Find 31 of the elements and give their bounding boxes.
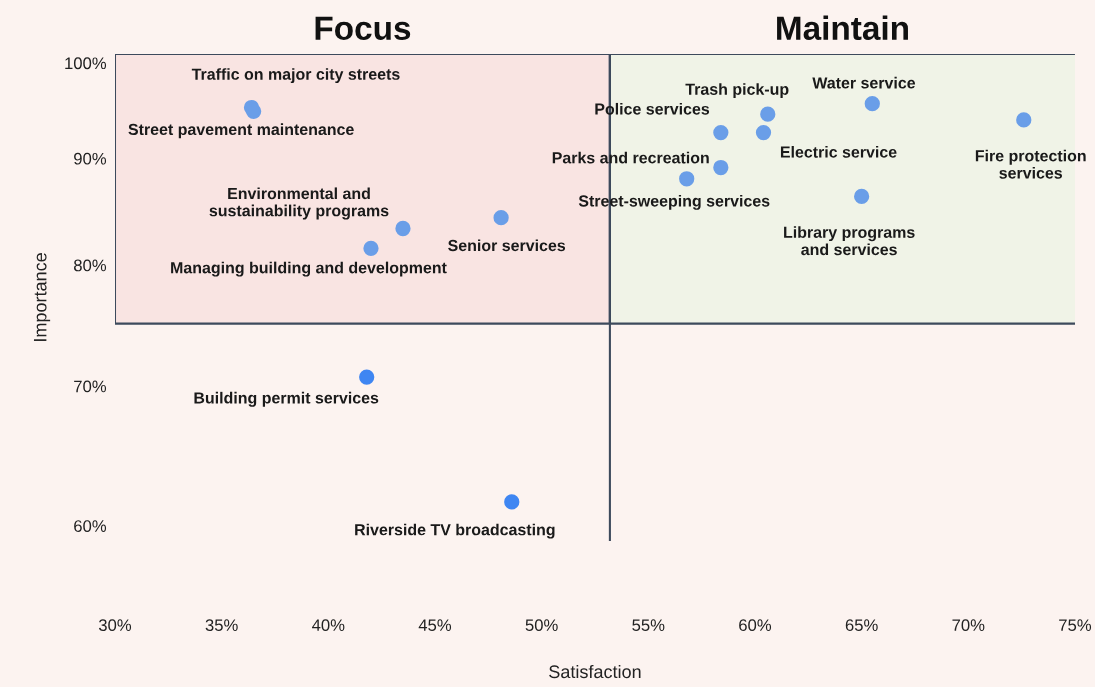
annotation: Street pavement maintenance: [128, 123, 354, 139]
annotation: Fire protection services: [975, 149, 1086, 179]
x-tick-label: 60%: [739, 619, 772, 632]
y-tick-label: 80%: [74, 259, 107, 272]
x-tick-label: 65%: [845, 619, 878, 632]
annotation: Senior services: [448, 239, 566, 252]
x-tick-label: 45%: [418, 619, 452, 632]
annotation: Environmental and sustainability programs: [209, 187, 389, 220]
y-tick-label: 100%: [65, 57, 107, 70]
y-axis-title: Importance: [33, 253, 51, 341]
x-tick-label: 70%: [952, 619, 985, 632]
x-tick-label: 75%: [1059, 619, 1092, 632]
annotation: Building permit services: [194, 391, 379, 407]
x-axis-title: Satisfaction: [549, 664, 641, 679]
annotation: Library programs and services: [784, 226, 915, 256]
annotation: Traffic on major city streets: [191, 68, 400, 84]
annotation: Managing building and development: [171, 261, 447, 277]
annotation: Electric service: [780, 145, 897, 158]
y-tick-label: 70%: [74, 380, 107, 393]
annotation: Water service: [812, 76, 916, 89]
y-tick-label: 60%: [74, 520, 107, 532]
x-tick-label: 55%: [632, 619, 665, 632]
annotation: Trash pick-up: [685, 83, 789, 99]
x-tick-label: 35%: [205, 619, 238, 632]
x-tick-label: 30%: [98, 619, 132, 632]
x-tick-label: 50%: [525, 619, 558, 632]
band-label: Maintain: [777, 15, 908, 41]
y-tick-label: 90%: [74, 152, 107, 165]
annotation: Riverside TV broadcasting: [355, 523, 555, 539]
band-label: Focus: [315, 16, 411, 41]
x-tick-label: 40%: [312, 619, 345, 632]
